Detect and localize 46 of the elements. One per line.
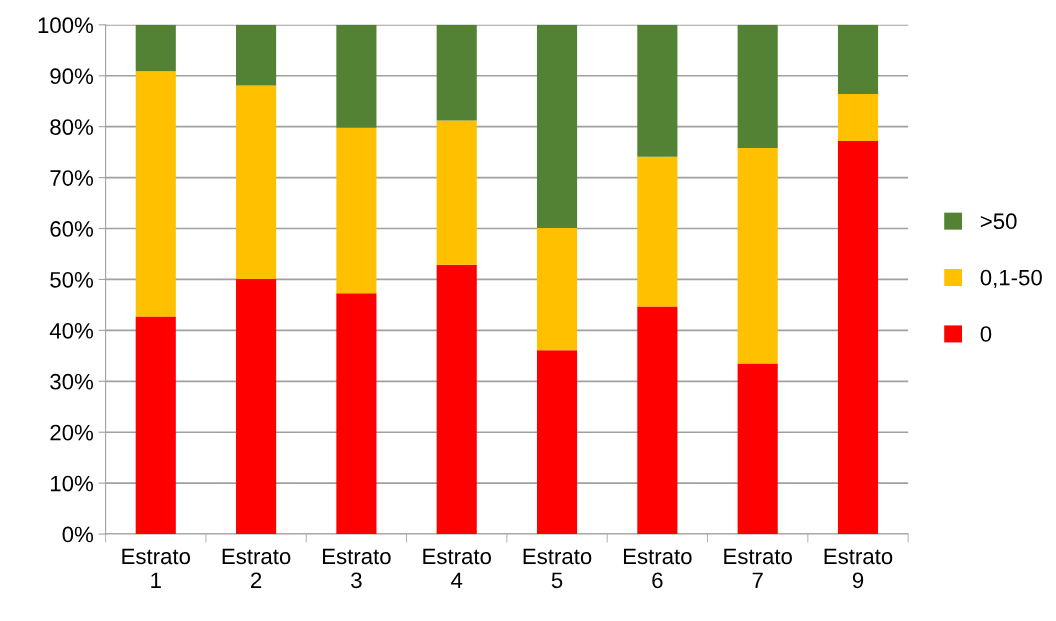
bar (436, 120, 477, 265)
y-tick-label: 100% (38, 17, 94, 34)
bar (135, 316, 176, 535)
legend-label: 0 (980, 326, 992, 342)
y-tick-label: 80% (50, 119, 94, 135)
bar (236, 85, 277, 279)
bar (536, 24, 578, 229)
legend-label: 0,1-50 (980, 269, 1042, 289)
x-tick-label: Estrato 5 (523, 548, 592, 589)
bar (536, 228, 578, 351)
legend-label: >50 (980, 213, 1017, 230)
bar (336, 293, 377, 535)
y-tick-label: 40% (49, 322, 94, 339)
x-tick-label: Estrato 6 (623, 548, 692, 589)
bar (737, 148, 778, 364)
bar (135, 71, 176, 317)
x-tick-label: Estrato 1 (122, 548, 191, 588)
bar (436, 264, 477, 535)
y-tick-label: 10% (51, 475, 94, 492)
bar (637, 24, 678, 157)
bar (637, 156, 678, 307)
bar (436, 24, 477, 121)
bar (236, 24, 277, 86)
y-tick-label: 0% (62, 526, 93, 543)
bar (637, 306, 678, 535)
y-tick-label: 60% (50, 221, 94, 237)
x-tick-label: Estrato 9 (824, 548, 893, 589)
x-tick-label: Estrato 3 (323, 548, 391, 589)
x-tick-label: Estrato 4 (423, 548, 491, 588)
bar (737, 363, 778, 535)
y-tick-label: 30% (50, 373, 94, 390)
bar (737, 24, 778, 149)
bar (536, 350, 578, 535)
bar (336, 24, 377, 128)
bar (135, 24, 176, 72)
bar (837, 94, 879, 141)
y-tick-label: 50% (50, 271, 94, 288)
y-tick-label: 90% (50, 68, 94, 85)
bar (236, 278, 277, 535)
bar (837, 140, 879, 535)
bar (336, 127, 377, 294)
x-tick-label: Estrato 7 (724, 548, 792, 588)
y-tick-label: 20% (50, 424, 94, 441)
bar (837, 24, 879, 95)
y-tick-label: 70% (50, 170, 94, 186)
x-tick-label: Estrato 2 (222, 548, 291, 588)
